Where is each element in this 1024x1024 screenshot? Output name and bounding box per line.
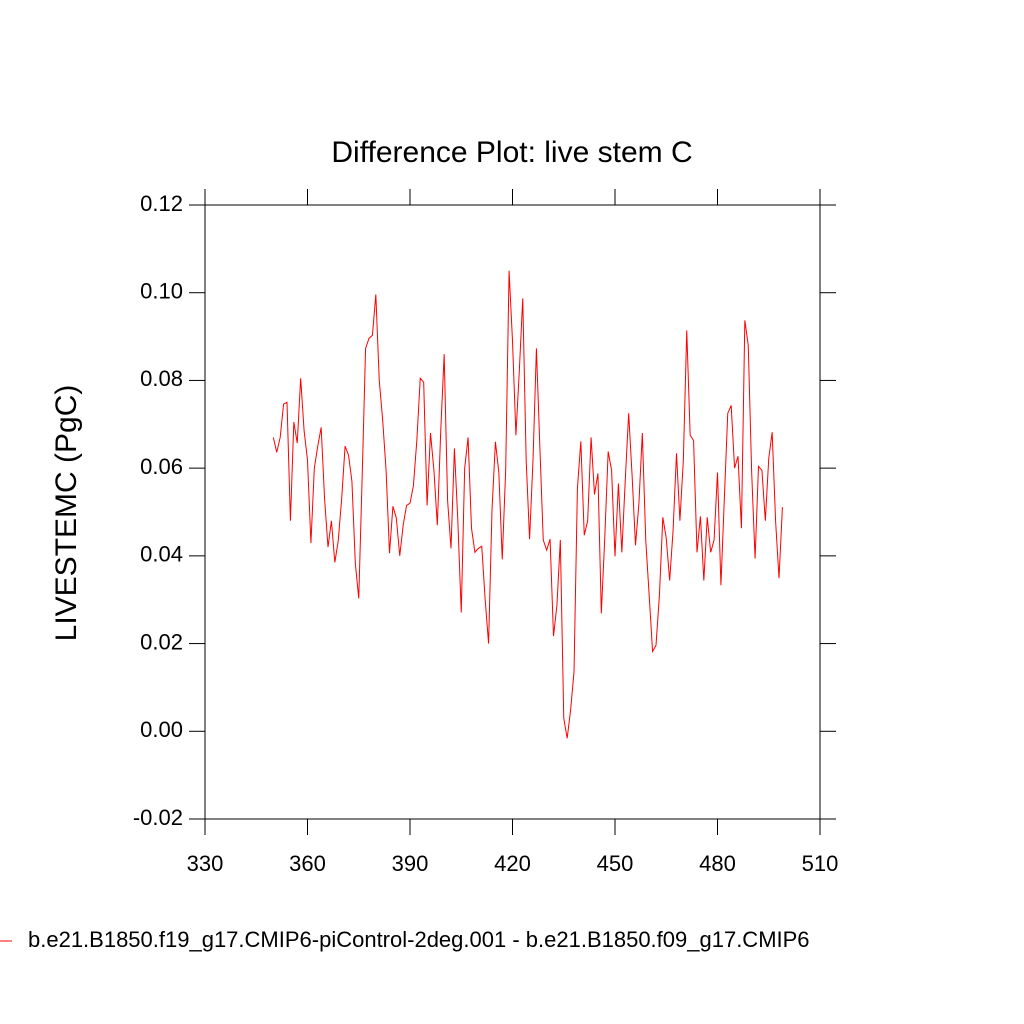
y-tick-label: 0.00 (140, 717, 183, 742)
x-tick-label: 360 (289, 851, 326, 876)
x-tick-label: 450 (597, 851, 634, 876)
x-tick-label: 480 (699, 851, 736, 876)
x-tick-label: 390 (392, 851, 429, 876)
plot-frame (204, 204, 821, 820)
legend-label: b.e21.B1850.f19_g17.CMIP6-piControl-2deg… (28, 927, 810, 952)
y-tick-label: 0.08 (140, 366, 183, 391)
y-tick-label: 0.06 (140, 454, 183, 479)
y-tick-label: 0.04 (140, 542, 183, 567)
y-tick-label: 0.02 (140, 629, 183, 654)
x-tick-label: 330 (187, 851, 224, 876)
y-tick-label: -0.02 (133, 805, 183, 830)
x-tick-label: 510 (802, 851, 839, 876)
y-tick-label: 0.10 (140, 279, 183, 304)
y-axis-label: LIVESTEMC (PgC) (50, 385, 83, 642)
chart-title: Difference Plot: live stem C (331, 136, 692, 169)
y-tick-label: 0.12 (140, 191, 183, 216)
x-tick-label: 420 (494, 851, 531, 876)
data-line (272, 270, 783, 739)
